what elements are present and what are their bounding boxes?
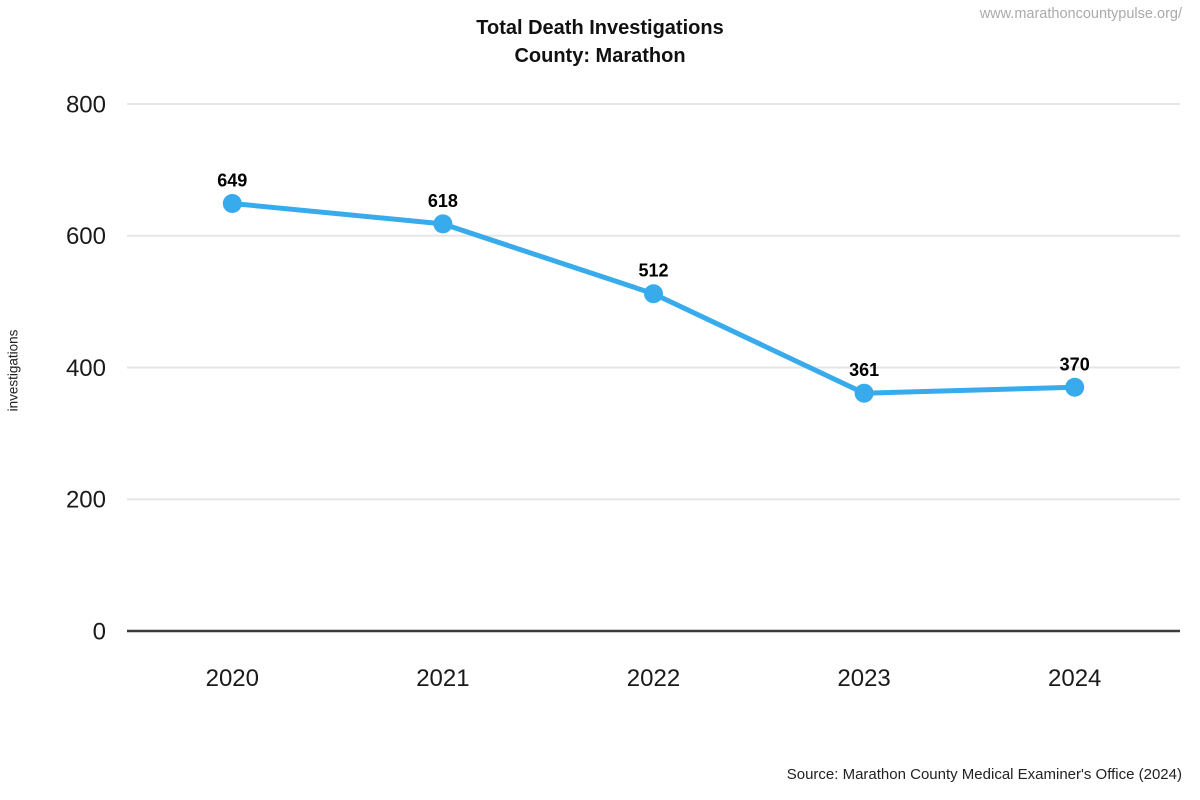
watermark-url: www.marathoncountypulse.org/ — [979, 6, 1182, 22]
y-tick-label: 800 — [66, 91, 106, 118]
data-point-label: 649 — [217, 170, 247, 190]
x-tick-label: 2022 — [627, 665, 680, 692]
y-axis-title: investigations — [5, 329, 21, 412]
y-tick-label: 400 — [66, 355, 106, 382]
data-point — [1065, 377, 1085, 397]
x-tick-label: 2021 — [416, 665, 469, 692]
data-point — [222, 193, 242, 213]
data-point-label: 512 — [638, 261, 668, 281]
data-point-label: 618 — [428, 191, 458, 211]
x-tick-label: 2020 — [206, 665, 259, 692]
chart-title-line1: Total Death Investigations — [476, 17, 724, 39]
y-tick-label: 600 — [66, 223, 106, 250]
data-point — [644, 284, 663, 304]
y-tick-label: 200 — [66, 487, 106, 514]
chart-title-line2: County: Marathon — [514, 45, 686, 67]
data-point — [854, 383, 874, 403]
source-note: Source: Marathon County Medical Examiner… — [786, 766, 1182, 783]
data-point-label: 361 — [849, 360, 879, 380]
data-point — [433, 214, 453, 234]
x-tick-label: 2023 — [837, 665, 890, 692]
chart-title: Total Death Investigations County: Marat… — [0, 14, 1200, 70]
y-tick-label: 0 — [93, 618, 106, 645]
data-point-label: 370 — [1060, 354, 1090, 374]
x-tick-label: 2024 — [1048, 665, 1101, 692]
